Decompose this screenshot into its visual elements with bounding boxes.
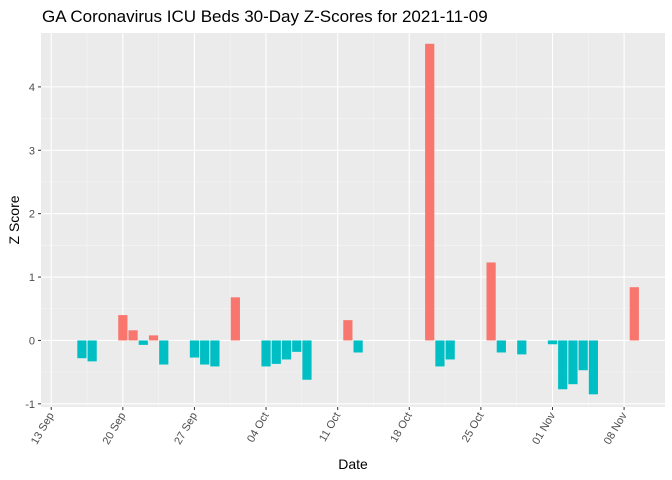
bar	[588, 340, 598, 395]
x-tick-label: 11 Oct	[317, 411, 343, 444]
x-axis-title: Date	[338, 456, 368, 472]
bar	[302, 340, 312, 380]
bar	[547, 340, 558, 345]
x-tick-label: 18 Oct	[388, 411, 415, 445]
bar	[353, 340, 363, 353]
bar	[210, 340, 220, 367]
bar	[138, 340, 148, 345]
y-tick-label: 4	[29, 82, 35, 94]
bars	[77, 43, 639, 395]
bar	[558, 340, 568, 390]
grid-lines	[41, 33, 665, 407]
bar	[281, 340, 292, 360]
y-tick-label: 1	[29, 272, 35, 284]
bar	[87, 340, 97, 362]
bar	[261, 340, 271, 367]
x-tick-label: 01 Nov	[530, 410, 558, 447]
bar	[425, 43, 435, 341]
x-tick-label: 25 Oct	[460, 411, 487, 445]
x-tick-label: 13 Sep	[29, 411, 57, 447]
x-tick-label: 08 Nov	[602, 410, 630, 447]
bar	[230, 297, 240, 341]
bar	[486, 262, 496, 341]
y-tick-label: -1	[25, 399, 35, 411]
bar	[189, 340, 200, 358]
bar	[629, 287, 639, 341]
bar	[159, 340, 169, 365]
y-tick-label: 3	[29, 145, 35, 157]
x-tick-label: 04 Oct	[245, 411, 272, 445]
bar	[445, 340, 455, 360]
bar	[517, 340, 527, 355]
bar	[271, 340, 281, 364]
y-tick-label: 0	[29, 335, 35, 347]
bar	[118, 315, 128, 341]
bar	[343, 320, 353, 341]
y-tick-label: 2	[29, 209, 35, 221]
chart-title: GA Coronavirus ICU Beds 30-Day Z-Scores …	[42, 7, 488, 26]
bar	[435, 340, 445, 367]
x-tick-label: 27 Sep	[172, 411, 200, 447]
bar	[568, 340, 578, 385]
bar	[128, 330, 138, 341]
bar	[292, 340, 302, 352]
bar	[148, 335, 159, 341]
bar	[200, 340, 210, 365]
bar	[496, 340, 506, 353]
y-axis-title: Z Score	[6, 195, 22, 244]
bar	[77, 340, 87, 359]
bar	[578, 340, 588, 371]
x-tick-label: 20 Sep	[101, 411, 129, 447]
